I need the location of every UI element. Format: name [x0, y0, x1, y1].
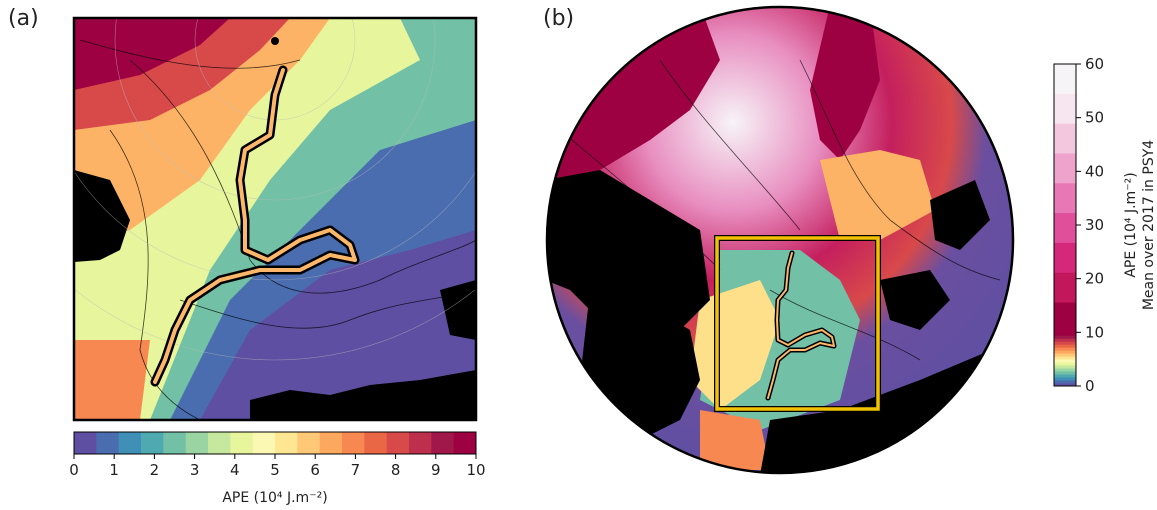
colorbar-b-swatch — [1054, 338, 1076, 342]
colorbar-a: 0 1 2 3 4 5 6 7 8 9 10 APE (10⁴ J.m⁻²) — [69, 431, 486, 506]
colorbar-a-swatch — [252, 432, 276, 454]
colorbar-a-swatch — [342, 432, 365, 454]
colorbar-a-swatch — [364, 432, 388, 454]
colorbar-a-swatch — [230, 432, 254, 454]
colorbar-a-swatch — [431, 432, 455, 454]
panel-label-a: (a) — [8, 6, 39, 31]
colorbar-b-tick-label: 0 — [1085, 377, 1095, 395]
colorbar-b-swatch — [1054, 344, 1076, 348]
map-panel-a — [74, 18, 476, 420]
colorbar-b-swatch — [1054, 350, 1076, 354]
colorbar-b-swatch — [1054, 359, 1076, 363]
colorbar-b-swatch — [1054, 302, 1076, 333]
colorbar-b-swatch — [1054, 242, 1076, 274]
colorbar-b-swatch — [1054, 272, 1076, 303]
colorbar-b-swatch — [1054, 335, 1076, 339]
colorbar-b-title-line1: APE (10⁴ J.m⁻²) — [1123, 172, 1139, 277]
colorbar-a-tick-label: 5 — [270, 461, 280, 479]
colorbar-b-swatch — [1054, 341, 1076, 345]
colorbar-b-swatch — [1054, 153, 1076, 184]
panel-label-b: (b) — [543, 6, 575, 31]
bathymetry-contours-b — [559, 59, 1001, 361]
colorbar-b-swatch — [1054, 93, 1076, 125]
ape-band-6-a — [74, 18, 230, 90]
colorbar-b-swatch — [1054, 362, 1076, 366]
colorbar-a-swatch — [297, 432, 321, 454]
drifter-track-fill-a — [153, 68, 357, 384]
colorbar-a-swatch — [208, 432, 231, 454]
colorbar-a-tick-label: 3 — [190, 461, 200, 479]
colorbar-a-tick-label: 10 — [466, 461, 485, 479]
colorbar-a-tick-label: 6 — [310, 461, 320, 479]
colorbar-a-swatches — [74, 432, 477, 454]
ape-band-coast-b — [700, 410, 770, 470]
colorbar-a-swatch — [118, 432, 142, 454]
land-canada-b — [547, 170, 710, 330]
colorbar-b-tick-label: 50 — [1085, 109, 1104, 127]
colorbar-b-swatch — [1054, 353, 1076, 357]
colorbar-a-title: APE (10⁴ J.m⁻²) — [222, 490, 327, 506]
colorbar-b-swatch — [1054, 213, 1076, 244]
colorbar-a-swatch — [163, 432, 187, 454]
land-svalbard-a — [440, 280, 476, 340]
colorbar-b-swatch — [1054, 371, 1076, 375]
colorbar-a-tick-label: 0 — [69, 461, 79, 479]
ape-high-east-b — [810, 7, 880, 160]
colorbar-b-swatch — [1054, 332, 1076, 336]
bathymetry-contours-a — [79, 39, 476, 420]
colorbar-b-swatch — [1054, 374, 1076, 378]
colorbar-a-tick-label: 2 — [150, 461, 160, 479]
ape-band-yellow-b — [690, 280, 780, 410]
colorbar-a-swatch — [185, 432, 209, 454]
colorbar-a-swatch — [74, 432, 97, 454]
colorbar-b-ticks: 0 10 20 30 40 50 60 — [1076, 55, 1104, 395]
colorbar-b-swatch — [1054, 183, 1076, 214]
colorbar-b-tick-label: 60 — [1085, 55, 1104, 73]
colorbar-b-swatch — [1054, 123, 1076, 154]
colorbar-a-tick-label: 1 — [109, 461, 119, 479]
colorbar-a-tick-label: 9 — [431, 461, 441, 479]
colorbar-a-swatch — [409, 432, 432, 454]
land-svalbard-b — [930, 180, 990, 250]
colorbar-b-swatch — [1054, 356, 1076, 360]
colorbar-a-swatch — [96, 432, 120, 454]
colorbar-a-swatch — [275, 432, 298, 454]
colorbar-a-tick-label: 4 — [230, 461, 240, 479]
colorbar-b-swatch — [1054, 368, 1076, 372]
colorbar-a-swatch — [386, 432, 410, 454]
zoom-box — [715, 236, 880, 411]
land-norway-a — [250, 370, 476, 420]
colorbar-b-swatches — [1054, 64, 1076, 387]
colorbar-b-swatch — [1054, 365, 1076, 369]
colorbar-b-swatch — [1054, 64, 1076, 95]
land-greenland-a — [74, 170, 130, 262]
ape-band-orange-b — [820, 150, 935, 240]
colorbar-b-tick-label: 20 — [1085, 270, 1104, 288]
map-frame-a — [72, 16, 478, 422]
colorbar-b-swatch — [1054, 380, 1076, 384]
colorbar-b: 0 10 20 30 40 50 60 APE (10⁴ J.m⁻²) Mean over … — [1053, 55, 1157, 395]
colorbar-b-tick-label: 40 — [1085, 162, 1104, 180]
colorbar-a-ticks: 0 1 2 3 4 5 6 7 8 9 10 — [69, 454, 486, 479]
drifter-track-fill-b — [767, 252, 835, 399]
colorbar-b-tick-label: 30 — [1085, 216, 1104, 234]
colorbar-b-tick-label: 10 — [1085, 323, 1104, 341]
north-pole-marker — [271, 37, 279, 45]
colorbar-a-swatch — [453, 432, 477, 454]
colorbar-b-swatch — [1054, 377, 1076, 381]
colorbar-b-swatch — [1054, 347, 1076, 351]
land-islands-b — [880, 270, 950, 330]
colorbar-a-swatch — [319, 432, 343, 454]
map-frame-b — [545, 5, 1015, 475]
colorbar-a-tick-label: 7 — [351, 461, 361, 479]
ape-hotspot-a — [74, 340, 150, 420]
colorbar-b-swatch — [1054, 383, 1076, 387]
colorbar-b-title-line2: Mean over 2017 in PSY4 — [1141, 140, 1157, 310]
colorbar-a-tick-label: 8 — [391, 461, 401, 479]
colorbar-a-swatch — [141, 432, 164, 454]
